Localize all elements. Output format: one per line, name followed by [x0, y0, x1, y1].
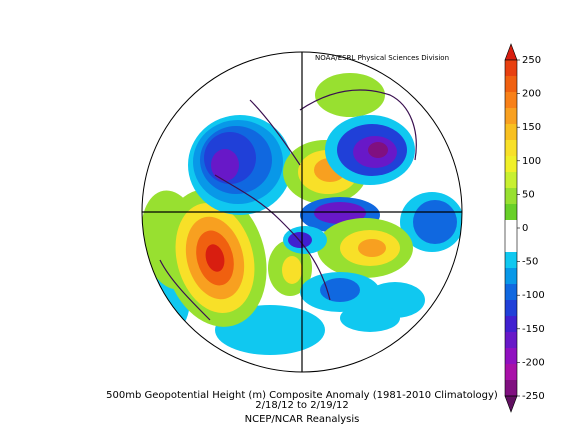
colorbar-band — [505, 348, 517, 364]
colorbar-band — [505, 332, 517, 348]
colorbar-band — [505, 172, 517, 188]
colorbar: 250 200 150 100 50 0 -50 -100 -150 -200 -250 — [504, 43, 545, 413]
coastline — [249, 99, 301, 166]
colorbar-label: -250 — [522, 391, 545, 402]
anomaly-contour — [413, 200, 457, 244]
colorbar-label: 100 — [522, 156, 541, 167]
colorbar-band — [505, 76, 517, 92]
anomaly-field — [142, 73, 462, 355]
map-title: 500mb Geopotential Height (m) Composite … — [106, 390, 498, 401]
anomaly-contour — [211, 149, 239, 181]
colorbar-band — [505, 188, 517, 204]
colorbar-band — [505, 108, 517, 124]
anomaly-contour — [282, 256, 302, 284]
colorbar-band — [505, 300, 517, 316]
colorbar-label: -100 — [522, 290, 545, 301]
colorbar-label: 200 — [522, 89, 541, 100]
colorbar-band — [505, 236, 517, 252]
colorbar-label: 250 — [522, 55, 541, 66]
colorbar-arrow — [504, 43, 518, 61]
colorbar-band — [505, 380, 517, 396]
colorbar-band — [505, 124, 517, 140]
colorbar-band — [505, 252, 517, 268]
date-range: 2/18/12 to 2/19/12 — [255, 400, 349, 411]
colorbar-label: -200 — [522, 357, 545, 368]
colorbar-band — [505, 284, 517, 300]
data-source: NCEP/NCAR Reanalysis — [245, 414, 360, 425]
colorbar-band — [505, 60, 517, 76]
colorbar-label: 0 — [522, 223, 528, 234]
anomaly-contour — [358, 239, 386, 257]
colorbar-band — [505, 364, 517, 380]
credit: NOAA/ESRL Physical Sciences Division — [315, 54, 449, 62]
anomaly-contour — [288, 232, 312, 248]
colorbar-arrow — [504, 395, 518, 413]
colorbar-label: 50 — [522, 189, 535, 200]
coastline — [299, 89, 417, 161]
colorbar-band — [505, 204, 517, 220]
coastline — [214, 174, 331, 301]
anomaly-contour — [314, 202, 366, 224]
coastline — [159, 259, 211, 321]
anomaly-contour — [320, 278, 360, 302]
colorbar-band — [505, 220, 517, 236]
anomaly-contour — [368, 142, 388, 158]
colorbar-band — [505, 140, 517, 156]
colorbar-band — [505, 268, 517, 284]
anomaly-contour — [315, 73, 385, 117]
colorbar-band — [505, 92, 517, 108]
colorbar-label: -150 — [522, 324, 545, 335]
colorbar-label: 150 — [522, 122, 541, 133]
anomaly-contour — [205, 244, 225, 272]
anomaly-contour — [340, 304, 400, 332]
colorbar-band — [505, 316, 517, 332]
colorbar-label: -50 — [522, 257, 538, 268]
colorbar-band — [505, 156, 517, 172]
